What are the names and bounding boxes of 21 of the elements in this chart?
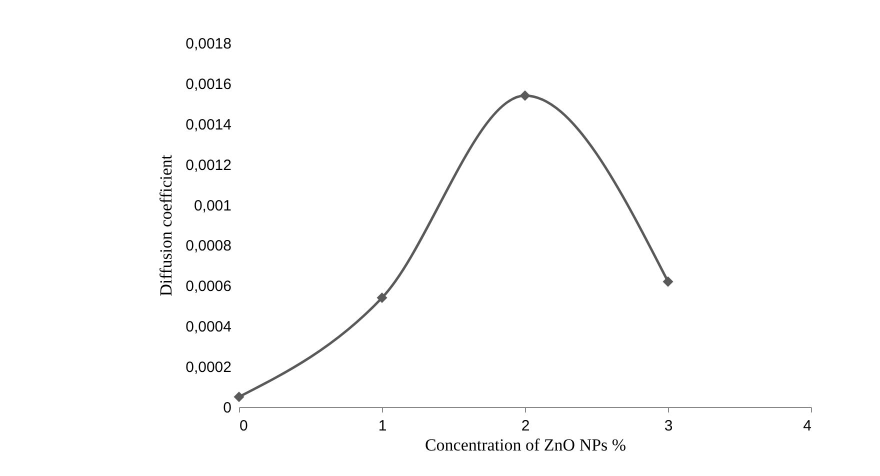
y-tick-label: 0 [223, 400, 232, 416]
point [234, 392, 244, 402]
x-tick-label: 1 [378, 418, 387, 434]
y-tick-label: 0,0018 [186, 36, 232, 52]
y-tick-label: 0,0006 [186, 278, 232, 296]
point [376, 292, 388, 304]
point [662, 276, 674, 287]
point [520, 90, 530, 101]
x-tick-label: 0 [240, 418, 248, 434]
x-tick-label: 3 [664, 418, 673, 434]
x-tick-label: 2 [521, 418, 530, 434]
y-tick-label: 0,0012 [186, 156, 232, 174]
x-tick-label: 4 [803, 418, 812, 434]
y-axis-title: Diffusion coefficient [156, 154, 176, 296]
y-tick-label: 0,0008 [186, 238, 232, 255]
y-tick-label: 0,0004 [186, 318, 232, 336]
y-tick-label: 0,0014 [186, 116, 232, 134]
x-axis-title: Concentration of ZnO NPs % [424, 436, 626, 454]
y-tick-label: 0,001 [194, 197, 232, 214]
y-tick-label: 0,0002 [186, 359, 232, 376]
y-tick-label: 0,0016 [186, 76, 232, 93]
